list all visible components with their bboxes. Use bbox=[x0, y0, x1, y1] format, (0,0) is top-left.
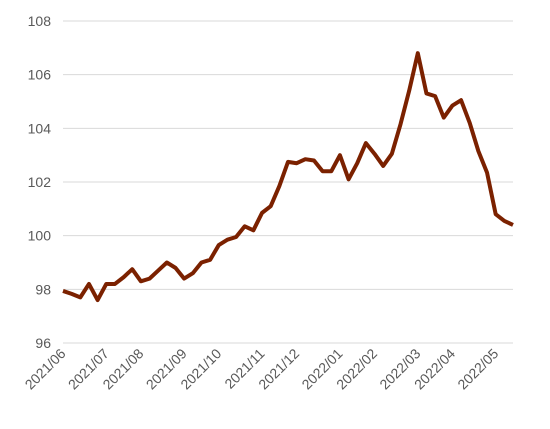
line bbox=[62, 51, 514, 303]
y-tick-label: 102 bbox=[28, 174, 52, 190]
y-tick-label: 98 bbox=[35, 281, 51, 297]
y-tick-label: 100 bbox=[28, 228, 52, 244]
x-tick-label: 2022/05 bbox=[454, 345, 501, 392]
y-tick-label: 108 bbox=[28, 13, 52, 29]
y-tick-label: 96 bbox=[35, 335, 51, 351]
x-tick-label: 2021/06 bbox=[22, 345, 69, 392]
y-tick-label: 106 bbox=[28, 67, 52, 83]
y-tick-label: 104 bbox=[28, 120, 52, 136]
